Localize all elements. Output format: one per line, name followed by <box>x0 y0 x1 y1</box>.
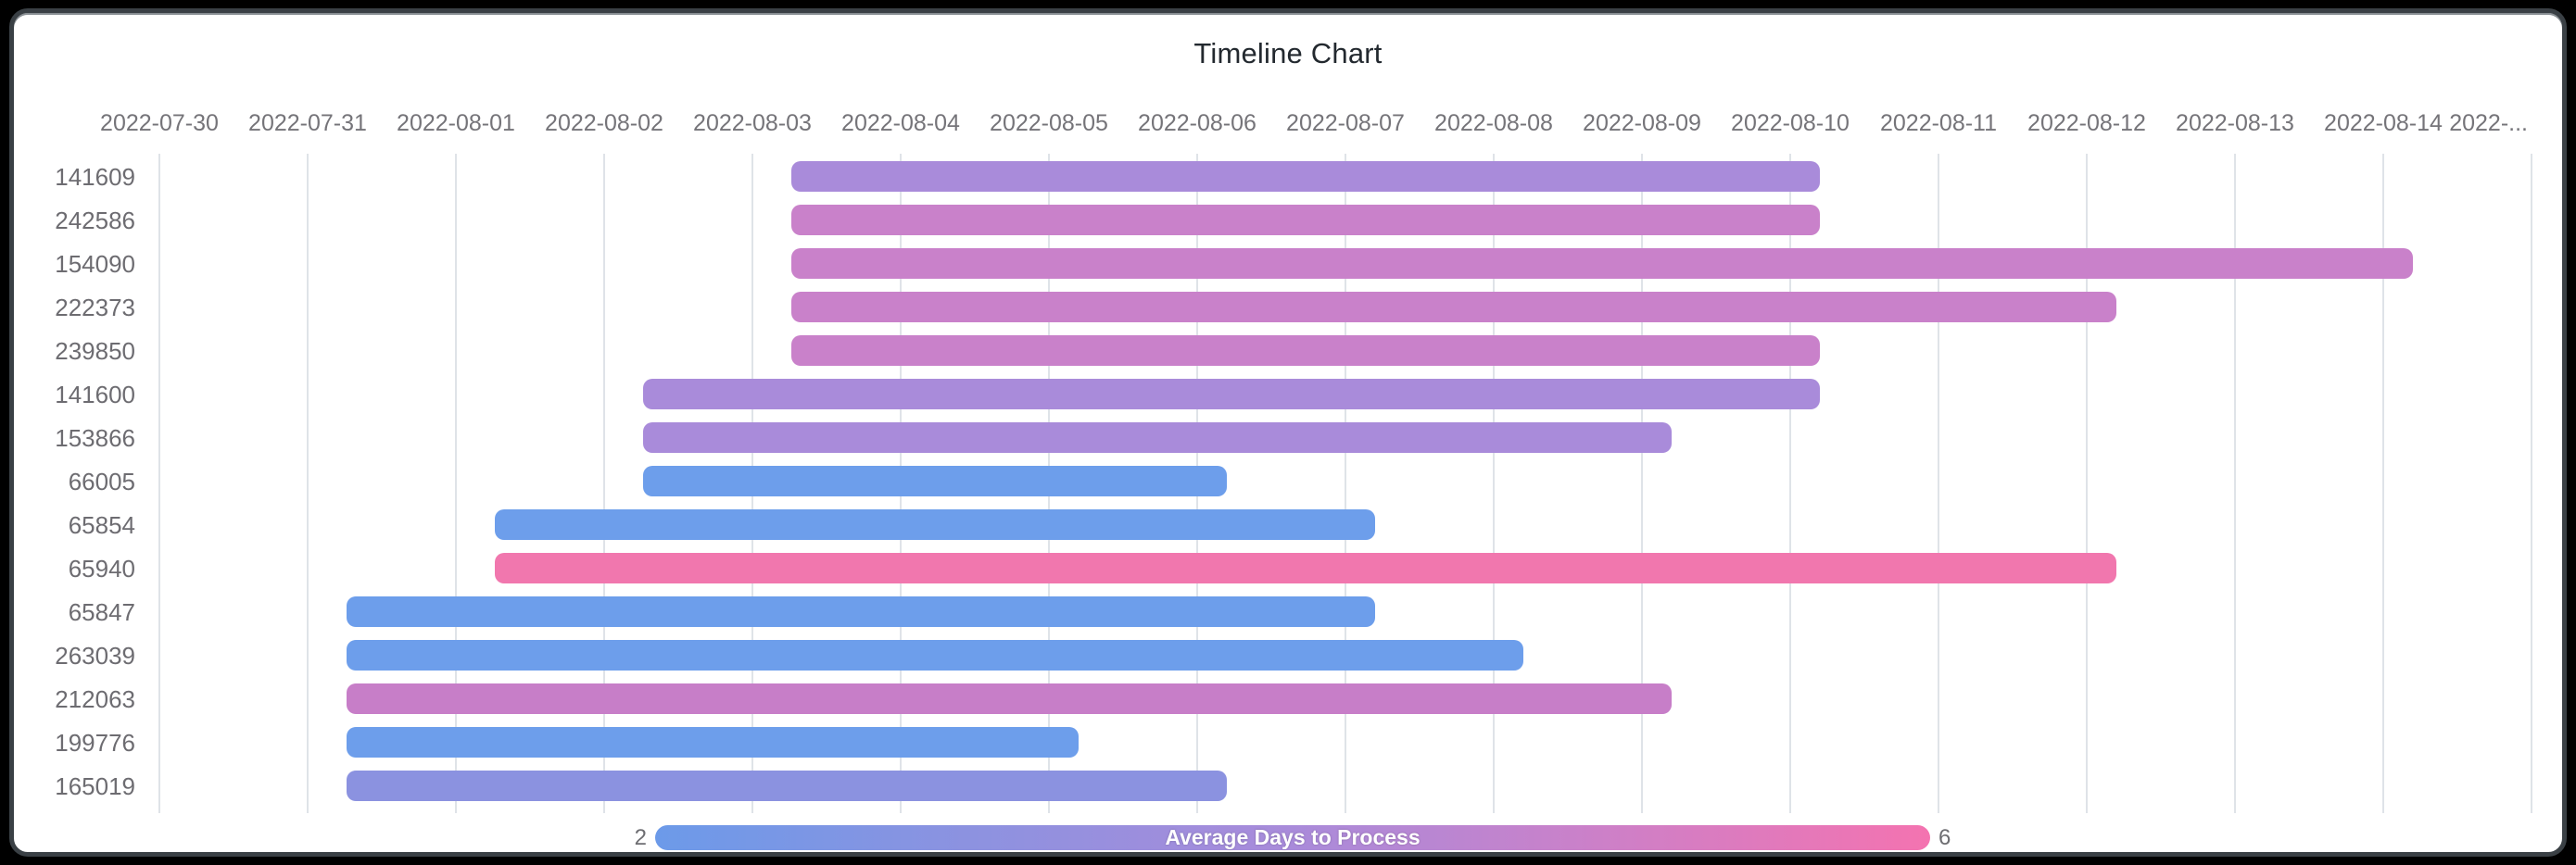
timeline-bar[interactable] <box>494 509 1375 540</box>
timeline-bar[interactable] <box>642 422 1672 453</box>
x-axis-tick-label: 2022-08-06 <box>1138 110 1256 136</box>
row-label: 65940 <box>68 554 135 583</box>
timeline-bar[interactable] <box>494 553 2116 583</box>
gridline <box>1493 154 1495 813</box>
timeline-bar[interactable] <box>790 292 2116 322</box>
gridline <box>1641 154 1643 813</box>
x-axis-tick-label: 2022-08-10 <box>1731 110 1850 136</box>
row-label: 154090 <box>55 249 135 278</box>
timeline-bar[interactable] <box>790 205 1820 235</box>
row-label: 66005 <box>68 467 135 495</box>
row-label: 222373 <box>55 293 135 321</box>
timeline-bar[interactable] <box>790 335 1820 366</box>
chart-title: Timeline Chart <box>1193 37 1383 69</box>
gridline <box>603 154 605 813</box>
legend-title: Average Days to Process <box>1165 825 1421 849</box>
x-axis-tick-label: 2022-07-30 <box>100 110 219 136</box>
legend-max-value: 6 <box>1938 825 1951 850</box>
legend-min-value: 2 <box>634 825 647 850</box>
x-axis-tick-label: 2022-08-07 <box>1286 110 1405 136</box>
gridline <box>158 154 160 813</box>
x-axis-tick-label: 2022-08-05 <box>990 110 1108 136</box>
gridline <box>307 154 309 813</box>
timeline-bar[interactable] <box>790 248 2413 279</box>
row-label: 263039 <box>55 641 135 670</box>
timeline-bar[interactable] <box>642 379 1820 409</box>
row-label: 242586 <box>55 206 135 234</box>
timeline-bar[interactable] <box>790 161 1820 192</box>
timeline-bar[interactable] <box>346 640 1523 671</box>
x-axis-tick-label: 2022-08-08 <box>1434 110 1553 136</box>
gridline <box>455 154 457 813</box>
x-axis-tick-label: 2022-07-31 <box>248 110 367 136</box>
row-label: 141609 <box>55 162 135 191</box>
x-axis-tick-label: 2022-08-04 <box>841 110 960 136</box>
gridline <box>2234 154 2236 813</box>
row-label: 212063 <box>55 684 135 713</box>
gridline <box>1789 154 1791 813</box>
x-axis-tick-label: 2022-08-01 <box>397 110 515 136</box>
row-label: 153866 <box>55 423 135 452</box>
gridline <box>2086 154 2088 813</box>
x-axis-tick-label: 2022-08-02 <box>545 110 663 136</box>
timeline-bar[interactable] <box>346 596 1375 627</box>
x-axis-tick-label: 2022-08-13 <box>2176 110 2294 136</box>
row-label: 165019 <box>55 771 135 800</box>
gridline <box>1938 154 1939 813</box>
timeline-bar[interactable] <box>642 466 1227 496</box>
row-label: 141600 <box>55 380 135 408</box>
x-axis-tick-label: 2022-08-14 <box>2324 110 2443 136</box>
gridline <box>2382 154 2384 813</box>
timeline-bar[interactable] <box>346 771 1227 801</box>
row-label: 199776 <box>55 728 135 757</box>
gridline <box>2531 154 2532 813</box>
timeline-bar[interactable] <box>346 683 1672 714</box>
row-label: 65854 <box>68 510 135 539</box>
x-axis-tick-label: 2022-08-09 <box>1583 110 1701 136</box>
x-axis-tick-label: 2022-08-03 <box>693 110 812 136</box>
timeline-bar[interactable] <box>346 727 1079 758</box>
row-label: 65847 <box>68 597 135 626</box>
x-axis-tick-label: 2022-... <box>2449 110 2528 136</box>
row-label: 239850 <box>55 336 135 365</box>
x-axis-tick-label: 2022-08-12 <box>2027 110 2146 136</box>
gridline <box>1345 154 1346 813</box>
legend-gradient-bar: Average Days to Process <box>655 825 1930 850</box>
x-axis-tick-label: 2022-08-11 <box>1879 110 1998 136</box>
